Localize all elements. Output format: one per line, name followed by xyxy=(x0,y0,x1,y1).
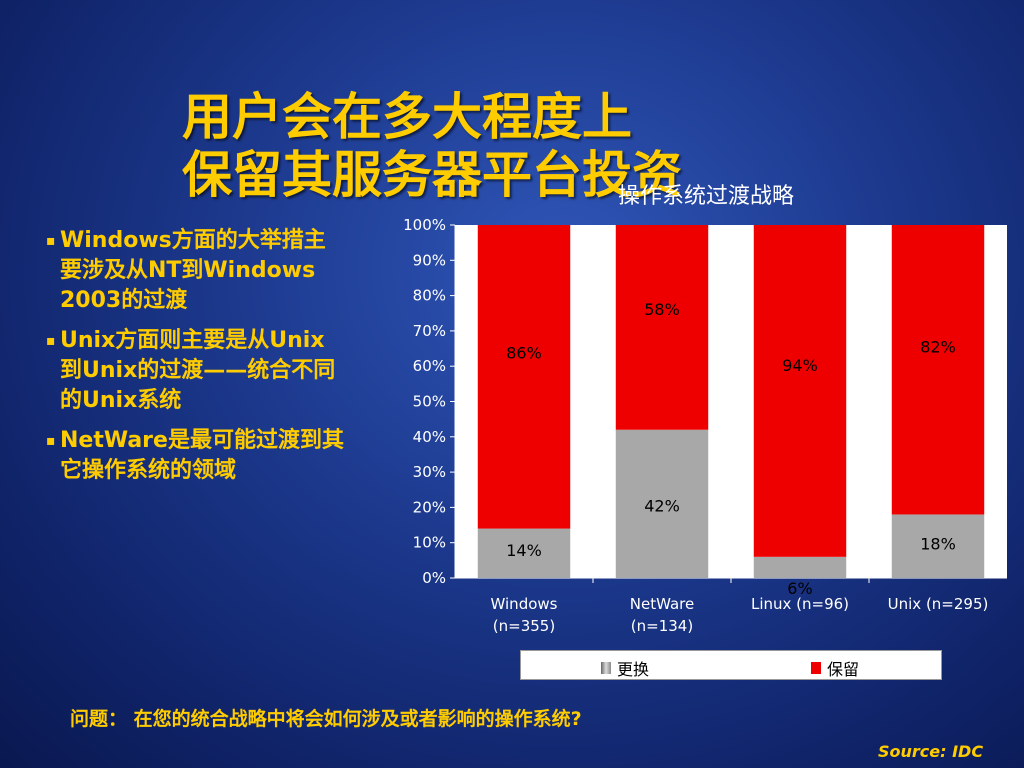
legend-item-replace: 更换 xyxy=(601,656,649,680)
slide-title: 用户会在多大程度上 保留其服务器平台投资 xyxy=(182,88,682,204)
slide-title-line1: 用户会在多大程度上 xyxy=(182,88,632,146)
y-tick-label: 20% xyxy=(413,498,446,516)
bullet-marker-icon: ▪ xyxy=(46,433,56,449)
y-tick-label: 80% xyxy=(413,287,446,305)
legend-label-retain: 保留 xyxy=(827,660,860,679)
bar-segment-1 xyxy=(753,225,847,557)
legend-label-replace: 更换 xyxy=(617,660,650,679)
data-label: 18% xyxy=(920,534,956,553)
bullet-marker-icon: ▪ xyxy=(46,233,56,249)
bar-segment-1 xyxy=(891,225,985,515)
y-tick-label: 40% xyxy=(413,428,446,446)
legend-swatch-retain xyxy=(811,662,821,674)
bullet-list: ▪ Windows方面的大举措主要涉及从NT到Windows 2003的过渡 ▪ U… xyxy=(46,226,346,496)
bar-segment-0 xyxy=(891,514,985,578)
y-tick-label: 100% xyxy=(403,216,446,234)
bar-segment-0 xyxy=(477,528,571,578)
source-note: Source: IDC xyxy=(878,742,984,761)
y-tick-label: 10% xyxy=(413,534,446,552)
bullet-item-unix: ▪ Unix方面则主要是从Unix到Unix的过渡——统合不同的Unix系统 xyxy=(46,326,346,416)
chart-legend: 更换 保留 xyxy=(520,650,942,680)
data-label: 86% xyxy=(506,344,542,363)
y-tick-label: 70% xyxy=(413,322,446,340)
x-tick-label: (n=134) xyxy=(631,617,693,635)
y-tick-label: 60% xyxy=(413,357,446,375)
bullet-item-netware: ▪ NetWare是最可能过渡到其它操作系统的领域 xyxy=(46,426,346,486)
y-tick-label: 0% xyxy=(422,569,446,587)
x-tick-label: Unix (n=295) xyxy=(888,595,989,613)
y-tick-label: 50% xyxy=(413,393,446,411)
stacked-bar-chart: 0% 10% 20% 30% 40% 50% 60% 70% 80% 90% 100% 14% 86% W… xyxy=(403,216,1007,635)
data-label: 82% xyxy=(920,337,956,356)
x-tick-label: Linux (n=96) xyxy=(751,595,849,613)
legend-item-retain: 保留 xyxy=(811,656,859,680)
data-label: 42% xyxy=(644,496,680,515)
bullet-text: Windows方面的大举措主要涉及从NT到Windows 2003的过渡 xyxy=(60,228,326,313)
x-tick-label: Windows xyxy=(491,595,558,613)
bar-segment-0 xyxy=(753,556,847,578)
data-label: 58% xyxy=(644,300,680,319)
bar-segment-0 xyxy=(615,429,709,578)
y-tick-label: 90% xyxy=(413,251,446,269)
data-label: 94% xyxy=(782,356,818,375)
y-tick-label: 30% xyxy=(413,463,446,481)
slide-title-line2: 保留其服务器平台投资 xyxy=(182,146,682,204)
bar-segment-1 xyxy=(615,225,709,430)
data-label: 14% xyxy=(506,541,542,560)
bar-segment-1 xyxy=(477,225,571,529)
x-tick-label: (n=355) xyxy=(493,617,555,635)
x-tick-label: NetWare xyxy=(630,595,694,613)
survey-question: 问题： 在您的统合战略中将会如何涉及或者影响的操作系统? xyxy=(70,708,582,730)
chart-title: 操作系统过渡战略 xyxy=(618,184,795,209)
data-label: 6% xyxy=(787,579,812,598)
bullet-text: Unix方面则主要是从Unix到Unix的过渡——统合不同的Unix系统 xyxy=(60,328,336,413)
bullet-text: NetWare是最可能过渡到其它操作系统的领域 xyxy=(60,428,344,483)
bullet-marker-icon: ▪ xyxy=(46,333,56,349)
legend-swatch-replace xyxy=(601,662,611,674)
bullet-item-windows: ▪ Windows方面的大举措主要涉及从NT到Windows 2003的过渡 xyxy=(46,226,346,316)
